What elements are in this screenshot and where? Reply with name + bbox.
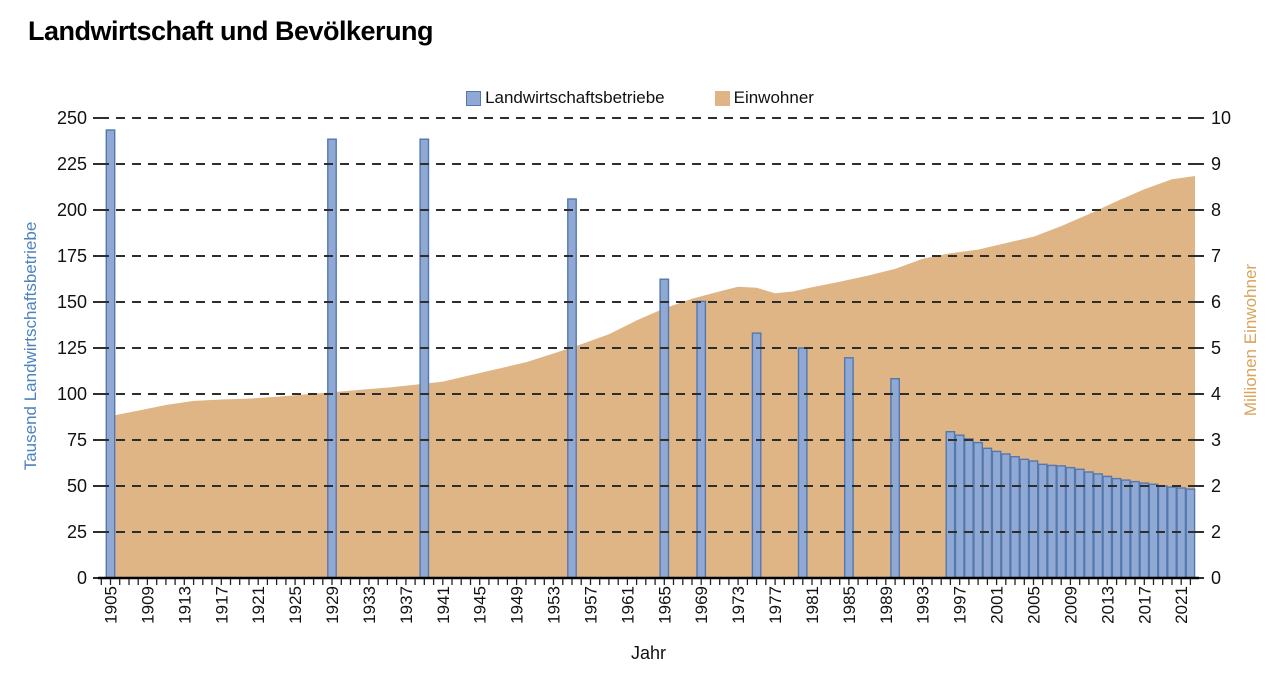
betriebe-bar (1185, 488, 1196, 579)
x-axis-tick-label: 1905 (102, 586, 121, 624)
legend-item-einwohner: Einwohner (714, 88, 814, 108)
x-axis-tick-label: 1949 (508, 586, 527, 624)
right-axis-tick-label: 6 (1211, 292, 1221, 312)
x-axis-tick-label: 1941 (434, 586, 453, 624)
x-axis-tick-label: 2005 (1025, 586, 1044, 624)
betriebe-bar (1047, 464, 1057, 579)
left-axis-tick-label: 50 (67, 476, 87, 496)
x-axis-tick-label: 1913 (175, 586, 194, 624)
x-axis-tick-label: 2021 (1172, 586, 1191, 624)
betriebe-bar (1083, 471, 1094, 579)
x-axis-tick-label: 1993 (914, 586, 933, 624)
left-axis-tick-label: 200 (57, 200, 87, 220)
x-axis-tick-label: 1917 (212, 586, 231, 624)
x-axis-tick-label: 1969 (692, 586, 711, 624)
legend-label-betriebe: Landwirtschaftsbetriebe (485, 88, 665, 107)
betriebe-bar (1019, 458, 1030, 579)
legend-label-einwohner: Einwohner (733, 88, 814, 107)
legend-swatch-betriebe-icon (466, 90, 482, 106)
x-axis-tick-label: 2001 (988, 586, 1007, 624)
betriebe-bar (419, 138, 430, 579)
einwohner-area-series (105, 176, 1195, 578)
betriebe-bar (890, 378, 901, 579)
x-axis-tick-label: 1985 (840, 586, 859, 624)
betriebe-bar (1000, 453, 1011, 579)
legend-swatch-einwohner-icon (714, 90, 730, 106)
right-axis-tick-label: 7 (1211, 246, 1221, 266)
left-axis-tick-label: 100 (57, 384, 87, 404)
left-axis-tick-label: 0 (77, 568, 87, 588)
x-axis-tick-label: 1929 (323, 586, 342, 624)
x-axis-tick-label: 2013 (1098, 586, 1117, 624)
betriebe-bar (797, 347, 808, 579)
right-axis-tick-label: 5 (1211, 338, 1221, 358)
right-axis-tick-label: 8 (1211, 200, 1221, 220)
betriebe-bar (659, 278, 670, 579)
left-axis-tick-label: 150 (57, 292, 87, 312)
betriebe-bar (954, 434, 965, 579)
right-axis-tick-label: 2 (1211, 522, 1221, 542)
x-axis-tick-label: 1981 (803, 586, 822, 624)
betriebe-bar (1093, 473, 1104, 579)
right-axis-tick-label: 4 (1211, 384, 1221, 404)
x-axis-tick-label: 1965 (655, 586, 674, 624)
left-axis-tick-label: 250 (57, 108, 87, 128)
right-axis-tick-label: 9 (1211, 154, 1221, 174)
betriebe-bar (1037, 463, 1048, 579)
right-axis-tick-label: 2 (1211, 476, 1221, 496)
x-axis-tick-label: 1997 (951, 586, 970, 624)
x-axis-tick-label: 2009 (1061, 586, 1080, 624)
betriebe-bar (105, 129, 116, 579)
legend: Landwirtschaftsbetriebe Einwohner (0, 88, 1280, 108)
betriebe-bar (982, 447, 993, 579)
betriebe-bar (1120, 479, 1131, 579)
betriebe-bar (973, 441, 984, 579)
betriebe-bar (1111, 477, 1122, 579)
x-axis-tick-label: 1953 (545, 586, 564, 624)
left-axis-tick-label: 125 (57, 338, 87, 358)
x-axis-tick-label: 1933 (360, 586, 379, 624)
left-axis-tick-label: 25 (67, 522, 87, 542)
betriebe-bar (1010, 456, 1020, 579)
right-axis-tick-label: 10 (1211, 108, 1231, 128)
x-axis-tick-label: 1921 (249, 586, 268, 624)
right-axis-tick-label: 0 (1211, 568, 1221, 588)
x-axis-tick-label: 1945 (471, 586, 490, 624)
x-axis-tick-label: 1925 (286, 586, 305, 624)
betriebe-bar (964, 438, 974, 579)
betriebe-bar (327, 138, 337, 579)
betriebe-bar (1028, 460, 1039, 579)
legend-item-landwirtschaftsbetriebe: Landwirtschaftsbetriebe (466, 88, 665, 108)
right-axis-tick-label: 3 (1211, 430, 1221, 450)
betriebe-bar (1056, 465, 1067, 579)
betriebe-bar (844, 357, 854, 579)
betriebe-bar (751, 332, 762, 579)
x-axis-tick-label: 1989 (877, 586, 896, 624)
x-axis-tick-label: 1957 (582, 586, 601, 624)
betriebe-bar (991, 450, 1002, 579)
x-axis-tick-label: 1973 (729, 586, 748, 624)
betriebe-bar (1139, 482, 1150, 579)
x-axis-tick-label: 1961 (618, 586, 637, 624)
betriebe-bar (945, 431, 956, 579)
x-axis-tick-label: 1977 (766, 586, 785, 624)
left-axis-tick-label: 225 (57, 154, 87, 174)
x-axis-tick-label: 1937 (397, 586, 416, 624)
betriebe-bar (1102, 475, 1113, 579)
left-axis-tick-label: 75 (67, 430, 87, 450)
chart-title: Landwirtschaft und Bevölkerung (28, 16, 434, 46)
x-axis-tick-label: 2017 (1135, 586, 1154, 624)
x-axis-title: Jahr (630, 643, 666, 663)
x-axis-tick-label: 1909 (138, 586, 157, 624)
betriebe-bar (1065, 466, 1076, 579)
betriebe-bar (1130, 480, 1140, 579)
left-axis-tick-label: 175 (57, 246, 87, 266)
